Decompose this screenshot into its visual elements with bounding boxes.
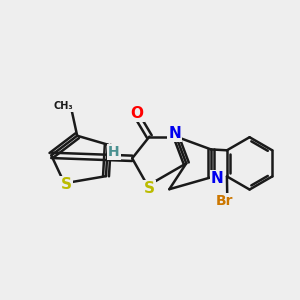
Text: O: O	[130, 106, 143, 121]
Text: CH₃: CH₃	[54, 101, 74, 111]
Text: H: H	[108, 145, 120, 159]
Text: Br: Br	[216, 194, 233, 208]
Text: N: N	[211, 171, 224, 186]
Text: N: N	[168, 126, 181, 141]
Text: S: S	[144, 181, 154, 196]
Text: S: S	[60, 177, 71, 192]
